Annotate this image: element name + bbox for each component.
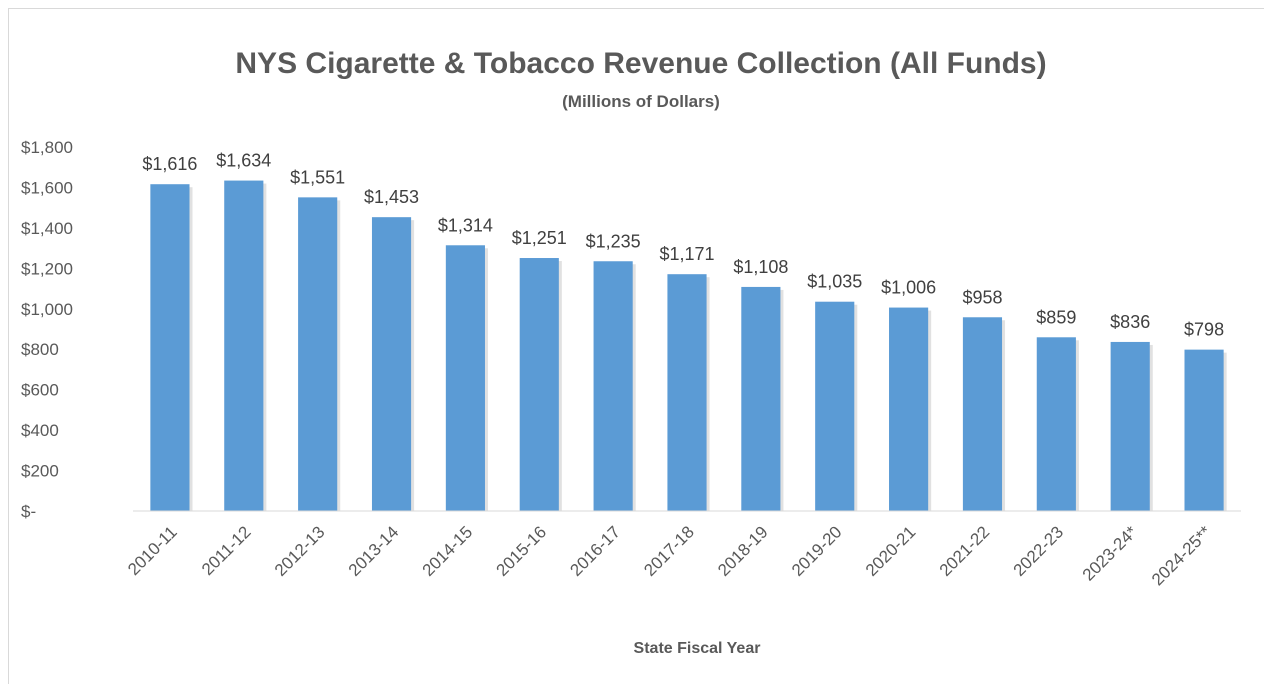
y-tick-label: $1,000 xyxy=(21,300,73,319)
bar-2020-21 xyxy=(889,307,929,511)
x-tick-label: 2013-14 xyxy=(345,522,403,580)
y-tick-label: $1,800 xyxy=(21,138,73,157)
y-tick-label: $1,600 xyxy=(21,178,73,197)
chart-subtitle: (Millions of Dollars) xyxy=(562,92,720,111)
y-axis: $- $200 $400 $600 $800 $1,000 $1,200 $1,400 $1,6… xyxy=(21,138,73,521)
data-label: $1,108 xyxy=(733,257,788,277)
data-label: $958 xyxy=(962,287,1002,307)
y-tick-label: $1,200 xyxy=(21,259,73,278)
data-label: $1,634 xyxy=(216,151,271,171)
bar-2014-15 xyxy=(445,245,485,511)
data-label: $1,006 xyxy=(881,278,936,298)
y-tick-label: $200 xyxy=(21,462,59,481)
bar-2018-19 xyxy=(741,286,781,511)
x-tick-label: 2016-17 xyxy=(566,522,624,580)
x-tick-label: 2012-13 xyxy=(271,522,329,580)
x-tick-label: 2011-12 xyxy=(198,522,255,579)
bar-2024-25** xyxy=(1184,349,1224,511)
x-tick-label: 2021-22 xyxy=(936,522,994,580)
bar-2012-13 xyxy=(298,197,338,511)
x-tick-label: 2010-11 xyxy=(124,522,181,579)
x-tick-label: 2023-24* xyxy=(1079,522,1142,585)
bar-2021-22 xyxy=(962,317,1003,511)
data-label: $1,235 xyxy=(586,231,641,251)
x-tick-label: 2017-18 xyxy=(640,522,698,580)
bar-2013-14 xyxy=(371,217,412,511)
x-tick-label: 2020-21 xyxy=(862,522,920,580)
y-tick-label: $800 xyxy=(21,340,59,359)
data-label: $859 xyxy=(1036,307,1076,327)
x-tick-label: 2014-15 xyxy=(419,522,477,580)
y-tick-label: $600 xyxy=(21,381,59,400)
x-tick-label: 2015-16 xyxy=(493,522,551,580)
x-tick-label: 2018-19 xyxy=(714,522,772,580)
x-axis-title: State Fiscal Year xyxy=(634,640,761,657)
data-label: $1,171 xyxy=(659,244,714,264)
x-tick-label: 2019-20 xyxy=(788,522,846,580)
data-label: $836 xyxy=(1110,312,1150,332)
data-label: $1,314 xyxy=(438,215,493,235)
bar-chart: NYS Cigarette & Tobacco Revenue Collecti… xyxy=(21,47,1241,657)
bar-2022-23 xyxy=(1036,337,1076,511)
bar-series: $1,616 $1,634 $1,551 $1,453 $1,314 $1,251 $1,2… xyxy=(142,151,1227,511)
data-label: $1,251 xyxy=(512,228,567,248)
y-tick-label: $- xyxy=(21,502,36,521)
bar-2017-18 xyxy=(667,274,707,511)
x-tick-label: 2024-25** xyxy=(1148,522,1215,589)
bar-2016-17 xyxy=(593,261,633,511)
x-tick-label: 2022-23 xyxy=(1010,522,1068,580)
data-label: $1,551 xyxy=(290,167,345,187)
data-label: $1,453 xyxy=(364,187,419,207)
chart-area: NYS Cigarette & Tobacco Revenue Collecti… xyxy=(8,8,1264,684)
y-tick-label: $400 xyxy=(21,421,59,440)
x-axis: 2010-11 2011-12 2012-13 2013-14 2014-15 2015-… xyxy=(124,522,1215,589)
bar-2015-16 xyxy=(519,258,559,511)
bar-2011-12 xyxy=(224,180,264,511)
y-tick-label: $1,400 xyxy=(21,219,73,238)
data-label: $1,035 xyxy=(807,272,862,292)
chart-title: NYS Cigarette & Tobacco Revenue Collecti… xyxy=(235,47,1046,80)
bar-2019-20 xyxy=(815,301,855,511)
data-label: $798 xyxy=(1184,320,1224,340)
data-label: $1,616 xyxy=(142,154,197,174)
bar-2010-11 xyxy=(150,184,190,511)
bar-2023-24* xyxy=(1110,341,1150,511)
